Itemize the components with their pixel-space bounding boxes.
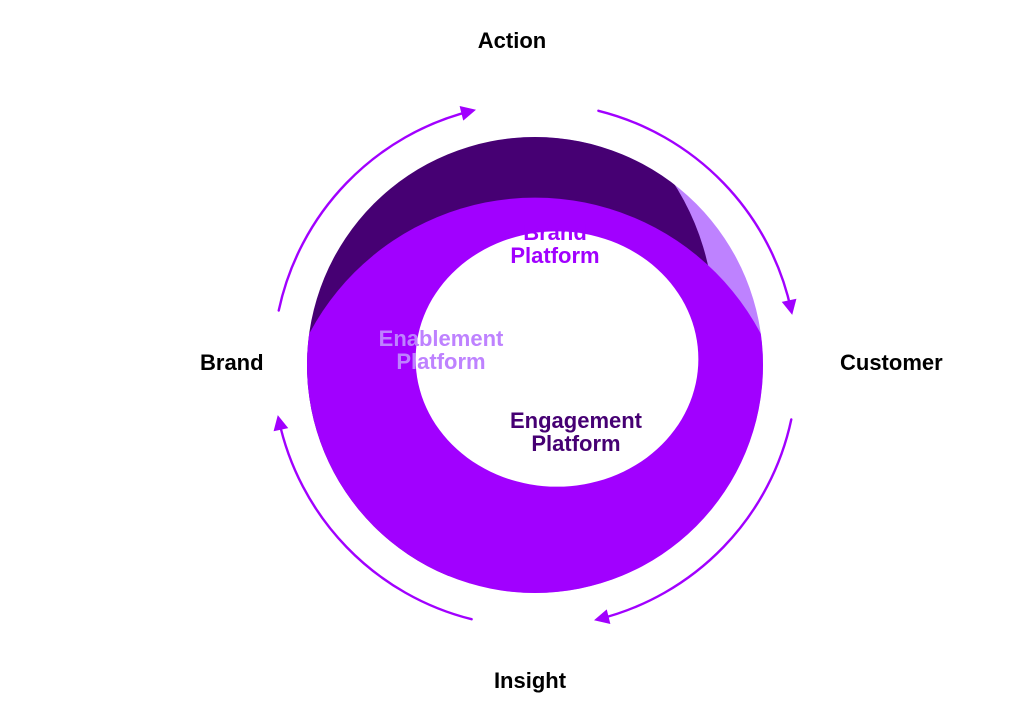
- outer-label-brand: Brand: [200, 350, 264, 375]
- ring-segments: [203, 66, 878, 709]
- label-enablement-platform: EnablementPlatform: [379, 326, 504, 374]
- cycle-diagram: BrandPlatformEnablementPlatformEngagemen…: [0, 0, 1024, 726]
- outer-label-action: Action: [478, 28, 546, 53]
- outer-label-customer: Customer: [840, 350, 943, 375]
- label-brand-platform: BrandPlatform: [510, 220, 599, 268]
- outer-label-insight: Insight: [494, 668, 567, 693]
